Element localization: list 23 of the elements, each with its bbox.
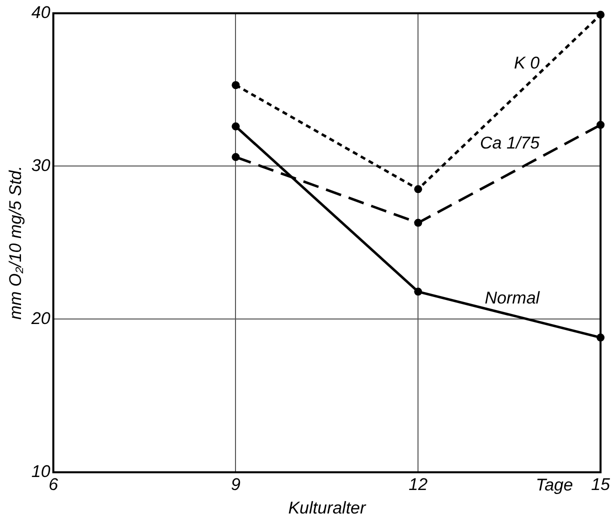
text: Tage xyxy=(536,475,573,494)
series-label: K 0 xyxy=(514,54,540,73)
y-tick-label: 20 xyxy=(30,308,51,328)
point xyxy=(232,122,240,130)
point xyxy=(232,153,240,162)
point xyxy=(596,10,605,19)
y-tick-label: 10 xyxy=(31,462,51,481)
y-tick-label: 30 xyxy=(31,156,51,175)
point xyxy=(414,288,422,296)
y-tick-label: 40 xyxy=(31,2,51,22)
x-tick-label: 12 xyxy=(408,475,428,494)
x-tick-label: 6 xyxy=(48,475,59,494)
point xyxy=(414,185,422,194)
x-axis-title: Kulturalter xyxy=(288,498,368,518)
point xyxy=(596,120,605,129)
point xyxy=(414,218,422,227)
point xyxy=(232,81,240,90)
point xyxy=(596,334,605,342)
y-axis-title: mm O₂/10 mg/5 Std. xyxy=(6,166,25,320)
x-tick-label: 15 xyxy=(591,475,611,494)
x-tick-label: 9 xyxy=(230,475,241,494)
series-label: Ca 1/75 xyxy=(480,133,540,152)
series-label: Normal xyxy=(484,288,541,308)
